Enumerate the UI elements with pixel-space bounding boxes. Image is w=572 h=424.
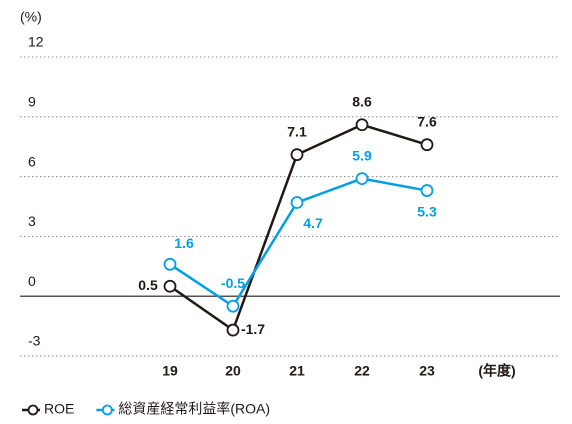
y-tick-label: -3 [28, 333, 41, 349]
point [226, 323, 240, 337]
value-label: 4.7 [303, 215, 323, 231]
value-label: 1.6 [174, 235, 194, 251]
legend-marker [101, 404, 113, 416]
point [226, 299, 240, 313]
x-tick-label: 22 [354, 363, 370, 379]
point [420, 138, 434, 152]
point [163, 257, 177, 271]
y-tick-label: 0 [28, 273, 36, 289]
value-label: 7.1 [287, 123, 307, 139]
value-label: 5.9 [352, 147, 372, 163]
y-tick-label: 6 [28, 153, 36, 169]
x-tick-label: 19 [162, 363, 178, 379]
legend-marker [27, 404, 39, 416]
x-tick-label: 20 [225, 363, 241, 379]
value-label: 5.3 [417, 203, 437, 219]
point [355, 172, 369, 185]
y-tick-label: 3 [28, 213, 36, 229]
point [163, 279, 177, 293]
x-tick-label: 23 [419, 363, 435, 379]
point [290, 148, 304, 162]
point [290, 196, 304, 209]
y-tick-label: 9 [28, 94, 36, 110]
point [420, 184, 434, 197]
value-label: 7.6 [417, 113, 437, 129]
y-tick-label: 12 [28, 34, 44, 50]
x-unit: (年度) [478, 363, 515, 379]
value-label: 0.5 [138, 277, 158, 293]
value-label: -0.5 [221, 275, 245, 291]
value-label: 8.6 [352, 93, 372, 109]
legend-label: ROE [44, 401, 74, 417]
x-tick-label: 21 [289, 363, 305, 379]
point [355, 118, 369, 132]
value-label: -1.7 [241, 321, 265, 337]
legend-label: 総資産経常利益率(ROA) [118, 401, 270, 417]
y-unit: (%) [20, 9, 42, 25]
